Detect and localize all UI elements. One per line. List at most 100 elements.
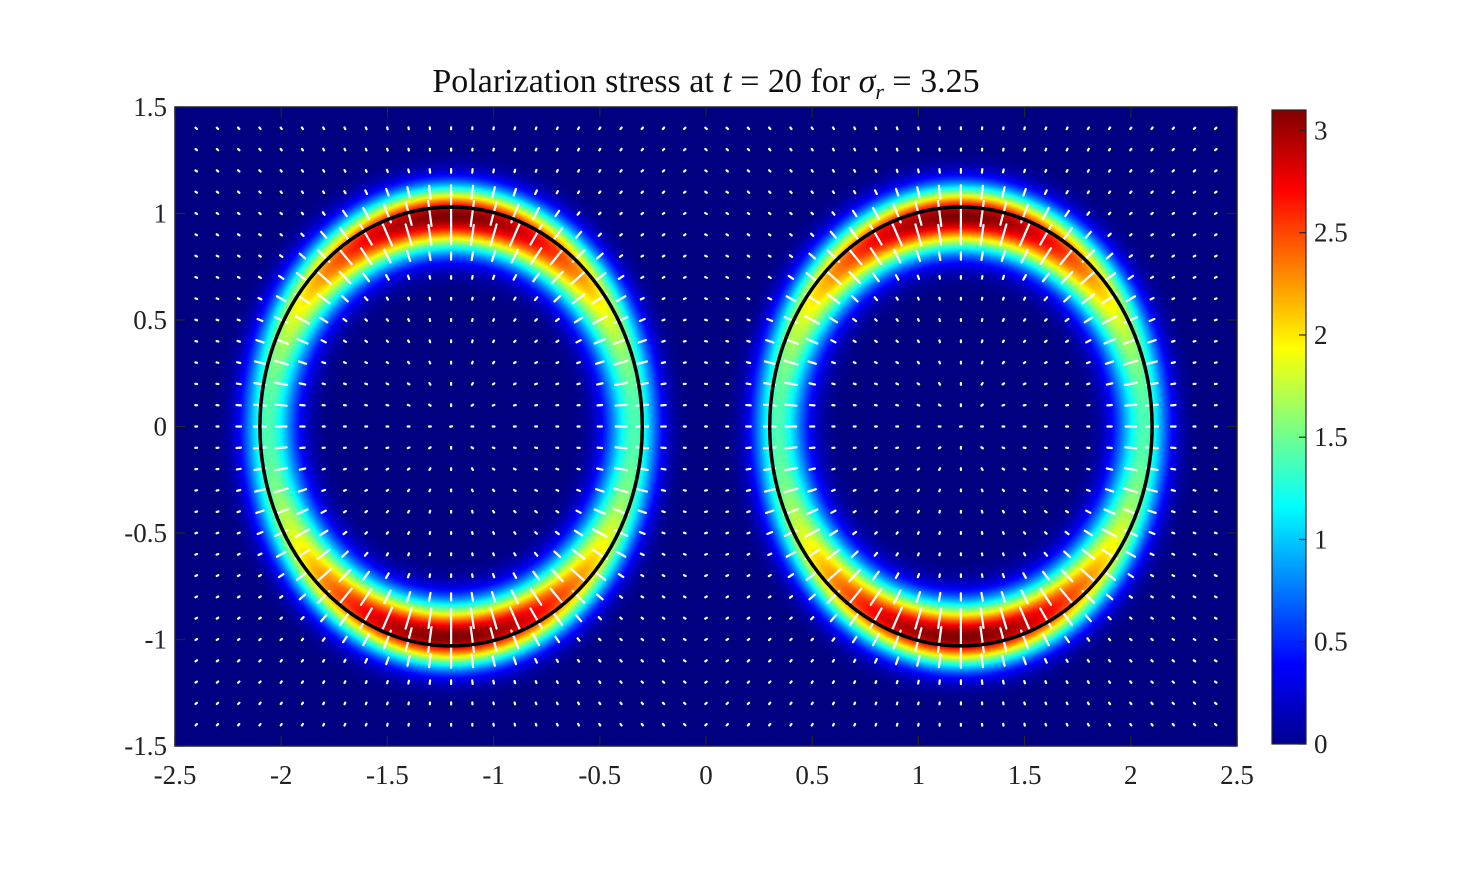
quiver-arrow <box>300 169 305 173</box>
quiver-arrow <box>704 552 708 556</box>
quiver-arrow <box>825 269 842 285</box>
quiver-arrow <box>406 403 411 407</box>
quiver-arrow <box>725 574 730 578</box>
quiver-arrow <box>1022 361 1027 365</box>
quiver-arrow <box>321 361 327 365</box>
quiver-arrow <box>853 722 857 727</box>
quiver-arrow <box>385 572 390 580</box>
quiver-arrow <box>364 339 368 343</box>
quiver-arrow <box>215 616 220 620</box>
quiver-arrow <box>407 509 411 514</box>
quiver-arrow <box>513 722 517 727</box>
quiver-arrow <box>704 595 708 599</box>
quiver-arrow <box>938 360 942 365</box>
quiver-arrow <box>1150 254 1154 258</box>
quiver-arrow <box>682 531 687 535</box>
quiver-arrow <box>555 722 559 727</box>
quiver-arrow <box>767 637 772 642</box>
quiver-arrow <box>640 254 645 258</box>
quiver-arrow <box>789 126 793 131</box>
quiver-arrow <box>746 211 751 216</box>
quiver-arrow <box>746 701 751 706</box>
quiver-arrow <box>428 591 432 602</box>
quiver-arrow <box>1129 147 1133 152</box>
quiver-arrow <box>385 339 390 343</box>
quiver-arrow <box>704 637 708 642</box>
quiver-arrow <box>1086 701 1090 706</box>
quiver-arrow <box>194 147 198 152</box>
quiver-arrow <box>766 530 774 536</box>
quiver-arrow <box>661 659 666 663</box>
quiver-arrow <box>258 169 262 173</box>
quiver-arrow <box>789 169 793 173</box>
quiver-arrow <box>595 252 604 260</box>
quiver-arrow <box>215 126 220 130</box>
quiver-arrow <box>342 382 347 386</box>
quiver-arrow <box>809 232 815 237</box>
quiver-arrow <box>1020 248 1029 264</box>
quiver-arrow <box>640 211 645 216</box>
quiver-arrow <box>491 446 496 450</box>
quiver-arrow <box>852 530 858 536</box>
quiver-arrow <box>852 658 857 663</box>
quiver-arrow <box>404 606 413 630</box>
quiver-arrow <box>215 147 220 152</box>
quiver-arrow <box>613 316 629 324</box>
quiver-arrow <box>256 317 264 323</box>
quiver-arrow <box>916 382 921 386</box>
quiver-arrow <box>1085 361 1091 365</box>
quiver-arrow <box>871 570 880 581</box>
quiver-arrow <box>1101 315 1118 325</box>
y-tick-label: 0.5 <box>133 305 167 335</box>
quiver-arrow <box>510 248 520 264</box>
quiver-arrow <box>746 659 751 663</box>
quiver-arrow <box>831 211 836 216</box>
quiver-arrow <box>215 701 220 706</box>
quiver-arrow <box>704 659 708 663</box>
left-interface-ellipse <box>258 205 645 648</box>
quiver-arrow <box>1043 189 1048 196</box>
quiver-arrow <box>489 606 498 630</box>
quiver-arrow <box>359 223 373 246</box>
x-tick-label: -0.5 <box>578 760 621 790</box>
quiver-arrow <box>810 126 814 131</box>
quiver-arrow <box>789 233 793 237</box>
quiver-arrow <box>279 680 283 684</box>
quiver-arrow <box>428 251 432 262</box>
quiver-arrow <box>551 227 564 243</box>
quiver-arrow <box>407 318 411 322</box>
quiver-arrow <box>869 607 883 630</box>
quiver-arrow <box>513 168 517 174</box>
quiver-arrow <box>428 653 432 669</box>
quiver-arrow <box>661 595 666 599</box>
quiver-arrow <box>318 529 329 537</box>
x-tick-label: -2.5 <box>154 760 197 790</box>
quiver-arrow <box>1065 169 1069 173</box>
quiver-arrow <box>364 126 368 131</box>
quiver-arrow <box>638 317 646 323</box>
quiver-arrow <box>406 446 411 450</box>
quiver-arrow <box>767 659 772 663</box>
quiver-arrow <box>916 467 921 471</box>
quiver-arrow <box>294 315 311 325</box>
quiver-arrow <box>322 147 326 152</box>
quiver-arrow <box>979 607 985 630</box>
quiver-arrow <box>300 701 305 706</box>
quiver-arrow <box>549 587 566 607</box>
quiver-arrow <box>767 701 772 706</box>
quiver-arrow <box>661 169 666 173</box>
quiver-arrow <box>337 587 353 607</box>
quiver-arrow <box>555 339 560 343</box>
quiver-arrow <box>1061 610 1074 626</box>
quiver-arrow <box>682 318 687 322</box>
quiver-arrow <box>273 487 289 494</box>
quiver-arrow <box>407 531 411 535</box>
quiver-arrow <box>279 594 284 599</box>
quiver-arrow <box>746 339 751 343</box>
quiver-arrow <box>1107 615 1112 621</box>
quiver-arrow <box>725 659 730 663</box>
quiver-arrow <box>471 573 474 579</box>
quiver-arrow <box>1149 296 1155 301</box>
quiver-arrow <box>428 360 432 365</box>
quiver-arrow <box>554 530 560 536</box>
